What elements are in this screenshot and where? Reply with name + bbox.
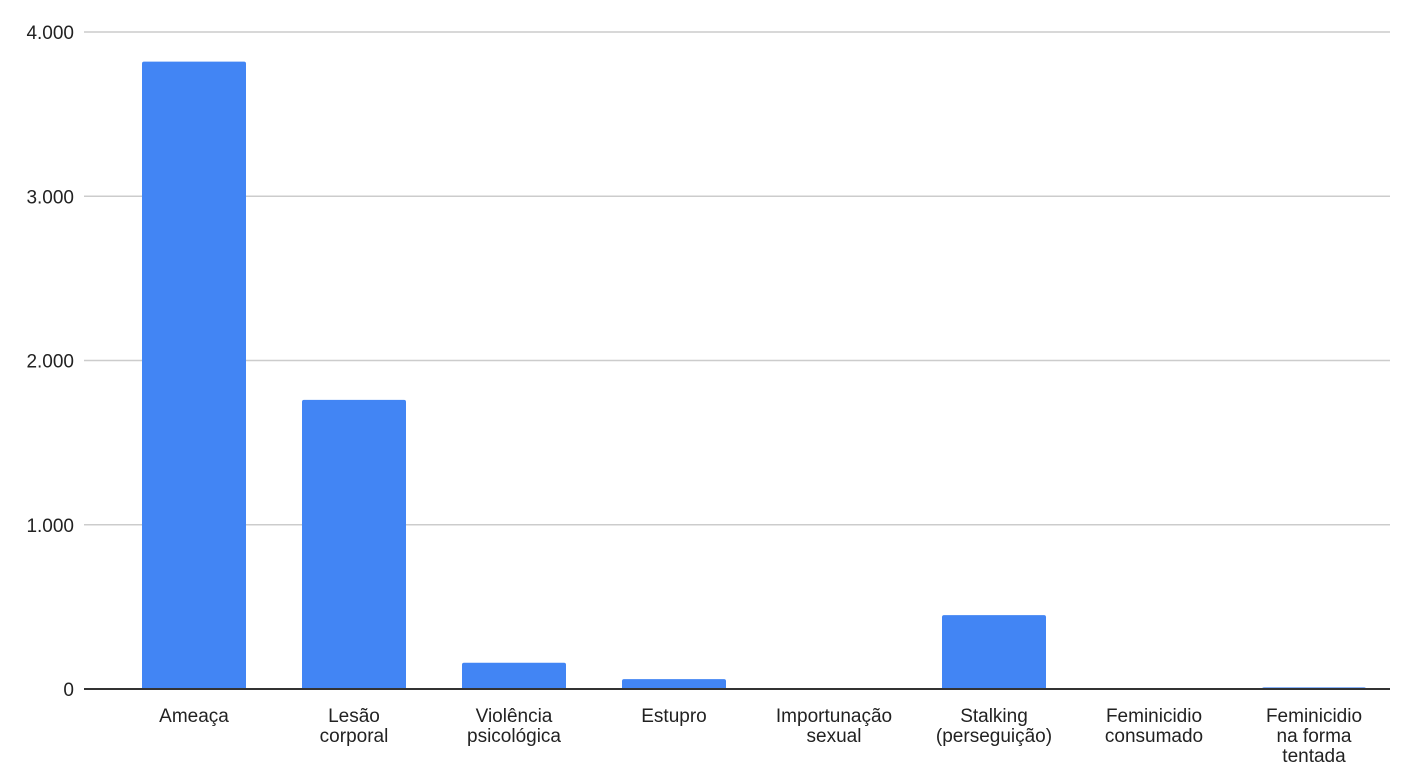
x-category-label-line: sexual (807, 726, 862, 747)
x-category-label-line: Feminicidio (1106, 706, 1202, 727)
x-category-label-line: Feminicidio (1266, 706, 1362, 727)
x-category-label: Ameaça (159, 706, 229, 727)
bar (942, 615, 1046, 690)
bar (142, 61, 246, 690)
x-category-label-line: tentada (1282, 746, 1346, 767)
x-category-label: Feminicidio na forma tentada (1266, 706, 1362, 767)
y-axis-tick-labels: 0 1.000 2.000 3.000 4.000 (26, 23, 74, 701)
y-tick-label: 2.000 (26, 352, 74, 373)
x-category-label-line: Lesão (328, 706, 380, 727)
y-tick-label: 1.000 (26, 516, 74, 537)
x-category-label: Estupro (641, 706, 706, 727)
x-category-label-line: Importunação (776, 706, 892, 727)
x-category-label-line: consumado (1105, 726, 1203, 747)
x-category-label: Importunação sexual (776, 706, 892, 747)
y-tick-label: 0 (63, 680, 74, 701)
x-category-label-line: Ameaça (159, 706, 229, 727)
y-tick-label: 4.000 (26, 23, 74, 44)
x-category-label: Lesão corporal (320, 706, 389, 747)
x-category-label: Violência psicológica (467, 706, 561, 747)
x-axis-category-labels: Ameaça Lesão corporal Violência psicológica E… (159, 706, 1362, 767)
bar (462, 662, 566, 690)
bar (302, 399, 406, 690)
bar (622, 679, 726, 690)
x-category-label: Stalking (perseguição) (936, 706, 1052, 747)
x-category-label-line: psicológica (467, 726, 561, 747)
gridlines (84, 31, 1390, 526)
y-tick-label: 3.000 (26, 187, 74, 208)
x-category-label-line: corporal (320, 726, 389, 747)
x-category-label-line: (perseguição) (936, 726, 1052, 747)
x-category-label-line: Estupro (641, 706, 706, 727)
x-category-label: Feminicidio consumado (1105, 706, 1203, 747)
x-category-label-line: na forma (1277, 726, 1352, 747)
x-category-label-line: Violência (476, 706, 553, 727)
x-category-label-line: Stalking (960, 706, 1028, 727)
bars (142, 61, 1366, 690)
